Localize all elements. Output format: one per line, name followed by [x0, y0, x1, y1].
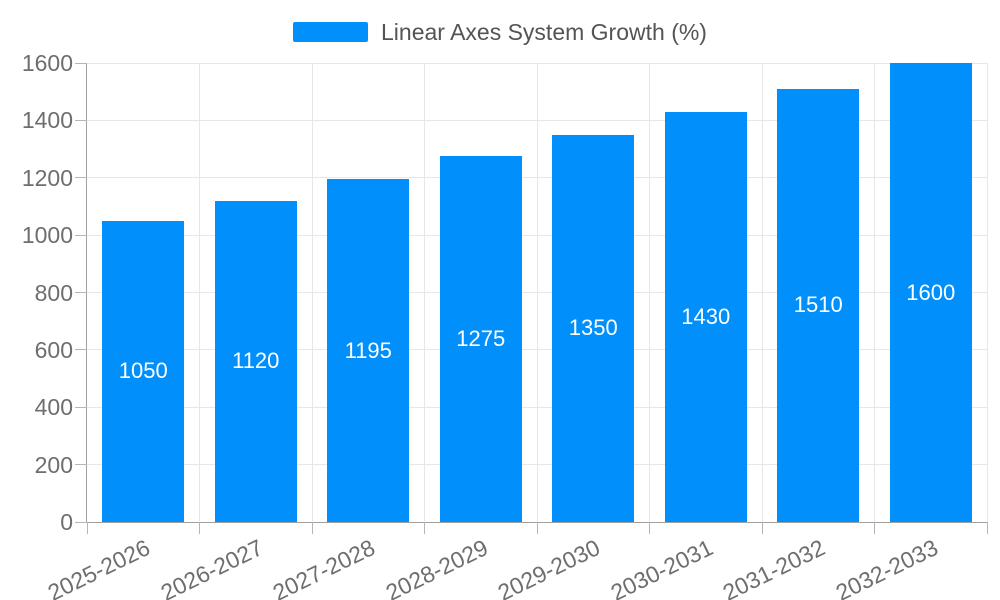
y-axis-tick — [75, 406, 87, 408]
y-axis-tick-label: 1000 — [21, 222, 73, 249]
x-axis-tick-label: 2027-2028 — [268, 534, 380, 600]
y-axis-tick — [75, 349, 87, 351]
x-axis-tick-label: 2030-2031 — [606, 534, 717, 600]
x-axis-tick — [199, 522, 200, 534]
bar-value-label: 1510 — [793, 292, 843, 318]
x-axis-tick-label: 2025-2026 — [43, 534, 155, 600]
y-axis-tick-label: 1200 — [21, 164, 73, 191]
bar[interactable]: 1050 — [102, 220, 185, 522]
y-axis-tick — [75, 177, 87, 179]
bar[interactable]: 1430 — [664, 111, 747, 522]
vertical-gridline — [649, 63, 650, 522]
bar-value-label: 1275 — [456, 326, 506, 352]
bar[interactable]: 1350 — [552, 134, 635, 522]
y-axis-tick — [75, 234, 87, 236]
legend-label[interactable]: Linear Axes System Growth (%) — [381, 19, 707, 45]
y-axis-tick — [75, 62, 87, 64]
vertical-gridline — [874, 63, 875, 522]
y-axis-tick — [75, 292, 87, 293]
y-axis-tick-label: 200 — [34, 451, 73, 478]
x-axis-tick-label: 2029-2030 — [493, 534, 605, 600]
x-axis-tick-label: 2032-2033 — [831, 534, 942, 600]
bar-value-label: 1600 — [906, 279, 956, 305]
vertical-gridline — [199, 63, 200, 522]
bar-value-label: 1050 — [118, 358, 168, 384]
bar-value-label: 1195 — [344, 337, 392, 363]
legend-marker-swatch[interactable] — [293, 22, 369, 42]
bar-value-label: 1430 — [681, 303, 731, 329]
bar[interactable]: 1275 — [439, 156, 522, 522]
vertical-gridline — [761, 63, 763, 522]
legend: Linear Axes System Growth (%) — [0, 20, 1000, 44]
y-axis-tick-label: 0 — [60, 509, 73, 535]
x-axis-tick — [311, 522, 313, 534]
bar[interactable]: 1510 — [777, 88, 860, 522]
bar[interactable]: 1600 — [889, 63, 972, 522]
x-axis-tick — [86, 522, 88, 534]
x-axis-line — [75, 522, 987, 523]
y-axis-tick-label: 400 — [34, 394, 73, 421]
y-axis-tick-label: 800 — [34, 279, 73, 306]
vertical-gridline — [536, 63, 538, 522]
bar[interactable]: 1120 — [214, 200, 297, 522]
y-axis-tick — [75, 464, 87, 466]
x-axis-tick — [536, 522, 538, 534]
x-axis-tick-label: 2026-2027 — [156, 534, 267, 600]
x-axis-tick — [649, 522, 650, 534]
x-axis-tick-label: 2028-2029 — [381, 534, 492, 600]
vertical-gridline — [986, 63, 988, 522]
vertical-gridline — [311, 63, 313, 522]
x-axis-tick-label: 2031-2032 — [718, 534, 830, 600]
y-axis-tick-label: 1400 — [21, 107, 73, 134]
bar-value-label: 1350 — [568, 315, 618, 341]
y-axis-tick-label: 1600 — [21, 50, 73, 76]
x-axis-tick — [424, 522, 425, 534]
bar[interactable]: 1195 — [327, 179, 410, 522]
plot-area: 0 200 400 600 800 1000 1200 1400 1600 1050 2025-20… — [22, 50, 988, 600]
x-axis-tick — [874, 522, 875, 534]
vertical-gridline — [424, 63, 425, 522]
x-axis-tick — [986, 522, 988, 534]
x-axis-tick — [761, 522, 763, 534]
y-axis-tick — [75, 119, 87, 121]
y-axis-tick — [75, 521, 87, 523]
bar-value-label: 1120 — [232, 348, 280, 374]
y-axis-tick-label: 600 — [34, 336, 73, 363]
